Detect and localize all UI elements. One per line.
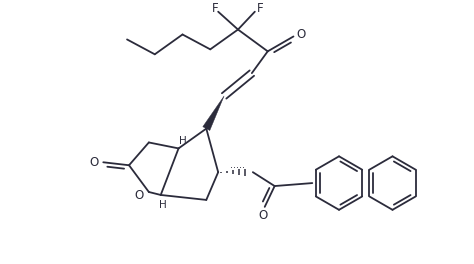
- Text: F: F: [212, 2, 219, 15]
- Text: O: O: [258, 209, 267, 222]
- Text: O: O: [297, 28, 306, 41]
- Text: F: F: [256, 2, 263, 15]
- Text: H: H: [179, 136, 186, 147]
- Polygon shape: [203, 96, 224, 130]
- Text: O: O: [134, 190, 144, 202]
- Text: H: H: [159, 200, 166, 210]
- Text: O: O: [90, 156, 99, 169]
- Text: ·····: ·····: [230, 163, 246, 173]
